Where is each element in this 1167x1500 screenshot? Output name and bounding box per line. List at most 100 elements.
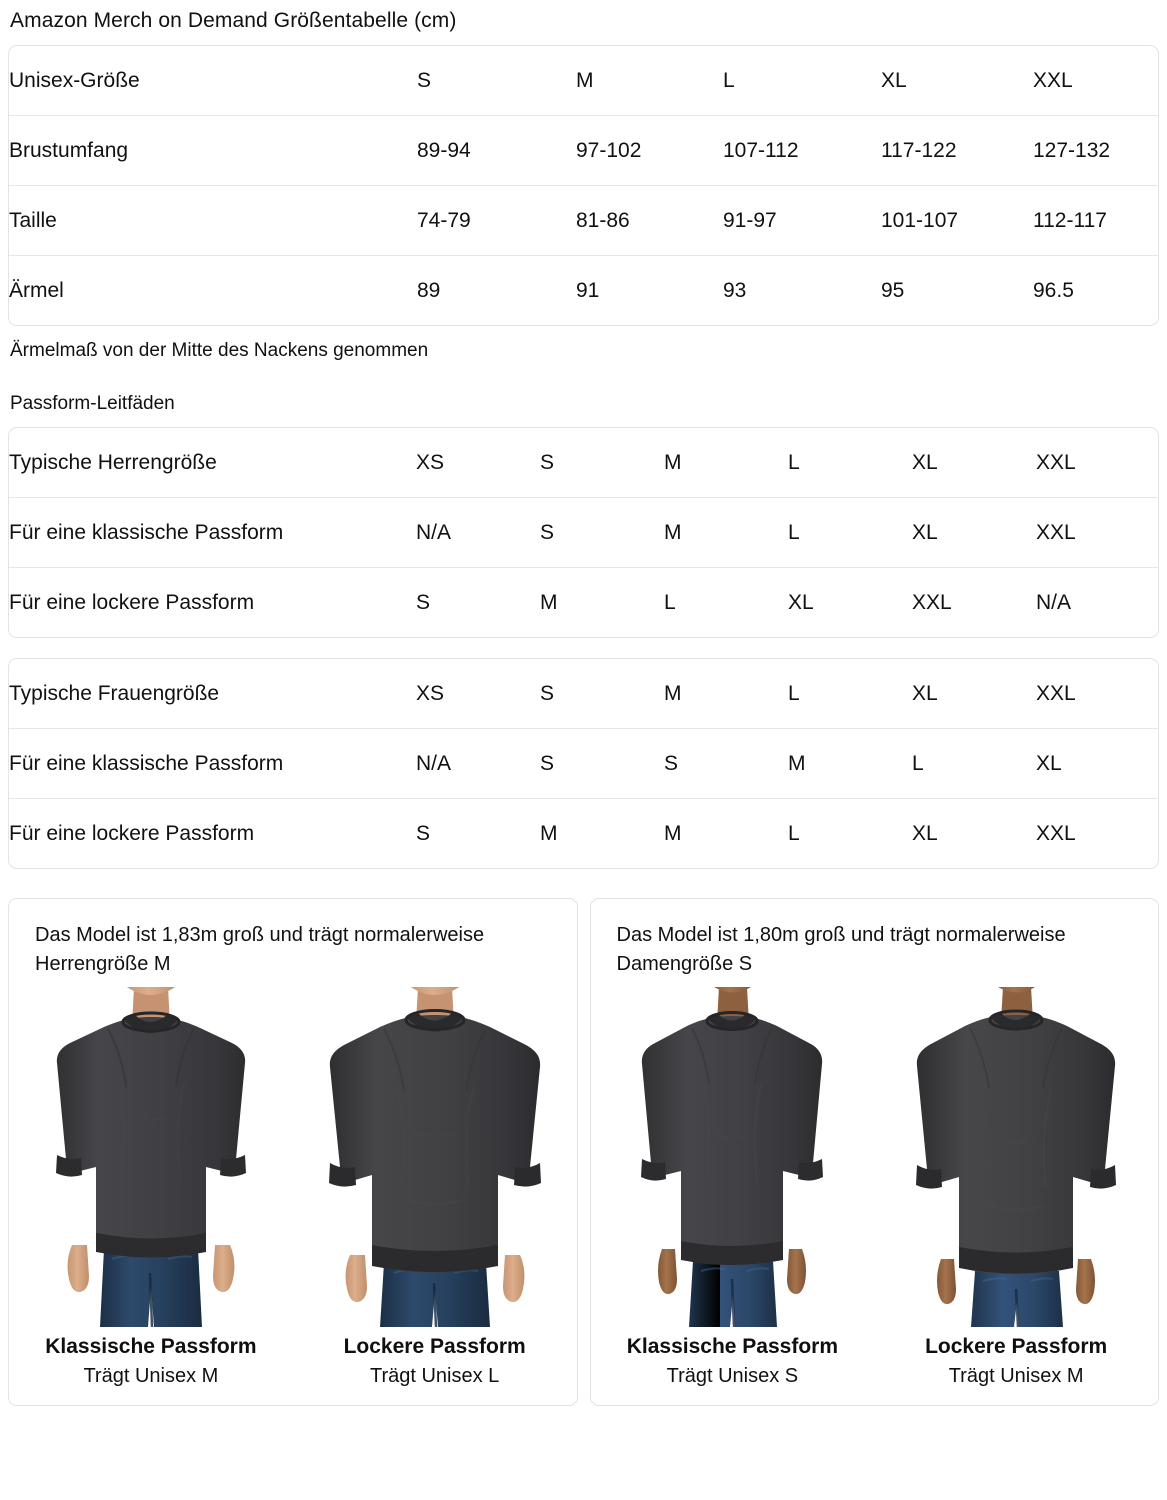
row-label: Für eine klassische Passform	[9, 728, 416, 799]
cell-value: L	[788, 681, 800, 705]
table-row: Für eine klassische Passform N/A S S M L…	[9, 728, 1158, 799]
cell-value: XS	[416, 681, 445, 705]
cell-value: L	[723, 68, 735, 92]
cell-value: XL	[788, 567, 912, 637]
row-label: Brustumfang	[9, 115, 417, 186]
table-row: Typische Herrengröße XS S M L XL XXL	[9, 428, 1158, 498]
caption-subtitle: Trägt Unisex M	[948, 1365, 1084, 1387]
cell-value: 91	[576, 255, 723, 325]
caption-subtitle: Trägt Unisex M	[83, 1365, 219, 1387]
cell-value: S	[540, 497, 664, 568]
male-classic-fit-photo	[9, 987, 293, 1327]
cell-value: XXL	[1033, 68, 1073, 92]
cell-value: M	[664, 798, 788, 868]
female-classic-fit-figure	[591, 987, 875, 1327]
cell-value: 127-132	[1033, 115, 1158, 186]
male-model-photos	[9, 987, 577, 1327]
table-row: Typische Frauengröße XS S M L XL XXL	[9, 659, 1158, 729]
table-row: Für eine klassische Passform N/A S M L X…	[9, 497, 1158, 568]
cell-value: M	[664, 497, 788, 568]
male-model-description: Das Model ist 1,83m groß und trägt norma…	[35, 924, 485, 975]
cell-value: M	[664, 450, 682, 474]
female-classic-fit-photo	[591, 987, 875, 1327]
mens-fit-table: Typische Herrengröße XS S M L XL XXL Für…	[9, 428, 1158, 637]
female-captions: Klassische Passform Trägt Unisex S Locke…	[591, 1333, 1159, 1391]
row-label: Taille	[9, 185, 417, 256]
male-relaxed-fit-figure	[293, 987, 577, 1327]
male-model-card: Das Model ist 1,83m groß und trägt norma…	[8, 898, 578, 1406]
cell-value: L	[788, 798, 912, 868]
female-model-card: Das Model ist 1,80m groß und trägt norma…	[589, 898, 1159, 1406]
cell-value: XL	[912, 497, 1036, 568]
cell-value: N/A	[416, 497, 540, 568]
cell-value: XXL	[1036, 497, 1158, 568]
cell-value: S	[664, 728, 788, 799]
cell-value: L	[788, 497, 912, 568]
sleeve-measurement-note: Ärmelmaß von der Mitte des Nackens genom…	[10, 340, 429, 361]
table-row: Unisex-Größe S M L XL XXL	[9, 46, 1158, 116]
cell-value: 97-102	[576, 115, 723, 186]
row-label: Typische Frauengröße	[9, 681, 220, 705]
cell-value: M	[788, 728, 912, 799]
male-relaxed-fit-photo	[293, 987, 577, 1327]
cell-value: 74-79	[417, 185, 576, 256]
table-spacer	[8, 638, 1159, 658]
row-label: Ärmel	[9, 255, 417, 325]
cell-value: 93	[723, 255, 881, 325]
cell-value: M	[664, 681, 682, 705]
cell-value: L	[912, 728, 1036, 799]
cell-value: L	[664, 567, 788, 637]
cell-value: XS	[416, 450, 445, 474]
cell-value: 117-122	[881, 115, 1033, 186]
caption-title: Klassische Passform	[626, 1335, 839, 1358]
cell-value: N/A	[416, 728, 540, 799]
row-label: Unisex-Größe	[9, 68, 140, 92]
table-row: Brustumfang 89-94 97-102 107-112 117-122…	[9, 115, 1158, 186]
cell-value: XXL	[912, 567, 1036, 637]
cell-value: XL	[912, 450, 938, 474]
mens-fit-table-card: Typische Herrengröße XS S M L XL XXL Für…	[8, 427, 1159, 638]
cell-value: XL	[881, 68, 907, 92]
caption-title: Lockere Passform	[343, 1335, 526, 1358]
model-cards-row: Das Model ist 1,83m groß und trägt norma…	[8, 898, 1159, 1406]
male-relaxed-fit-caption: Lockere Passform Trägt Unisex L	[293, 1333, 577, 1391]
cell-value: 89-94	[417, 115, 576, 186]
female-relaxed-fit-figure	[874, 987, 1158, 1327]
female-model-photos	[591, 987, 1159, 1327]
cell-value: 96.5	[1033, 255, 1158, 325]
cell-value: 89	[417, 255, 576, 325]
womens-fit-table-card: Typische Frauengröße XS S M L XL XXL Für…	[8, 658, 1159, 869]
cell-value: XL	[912, 681, 938, 705]
cell-value: 112-117	[1033, 185, 1158, 256]
cell-value: S	[416, 798, 540, 868]
cell-value: M	[540, 798, 664, 868]
female-classic-fit-illustration	[641, 987, 824, 1327]
caption-subtitle: Trägt Unisex L	[369, 1365, 500, 1387]
female-classic-fit-caption: Klassische Passform Trägt Unisex S	[591, 1333, 875, 1391]
table-row: Taille 74-79 81-86 91-97 101-107 112-117	[9, 185, 1158, 256]
cell-value: 95	[881, 255, 1033, 325]
cell-value: S	[416, 567, 540, 637]
womens-fit-table: Typische Frauengröße XS S M L XL XXL Für…	[9, 659, 1158, 868]
cell-value: L	[788, 450, 800, 474]
female-model-description: Das Model ist 1,80m groß und trägt norma…	[616, 924, 1066, 975]
cell-value: S	[540, 450, 555, 474]
male-classic-fit-caption: Klassische Passform Trägt Unisex M	[9, 1333, 293, 1391]
cell-value: 107-112	[723, 115, 881, 186]
female-relaxed-fit-photo	[874, 987, 1158, 1327]
cell-value: S	[540, 728, 664, 799]
page-title: Amazon Merch on Demand Größentabelle (cm…	[10, 9, 457, 32]
cell-value: XL	[1036, 728, 1158, 799]
cell-value: N/A	[1036, 567, 1158, 637]
male-relaxed-fit-illustration	[328, 987, 541, 1327]
cell-value: 91-97	[723, 185, 881, 256]
cell-value: XXL	[1036, 681, 1076, 705]
measurement-table-card: Unisex-Größe S M L XL XXL Brustumfang 89…	[8, 45, 1159, 326]
row-label: Für eine lockere Passform	[9, 567, 416, 637]
cell-value: 101-107	[881, 185, 1033, 256]
caption-title: Klassische Passform	[45, 1335, 257, 1358]
male-classic-fit-illustration	[55, 987, 246, 1327]
cell-value: XXL	[1036, 798, 1158, 868]
cell-value: M	[540, 567, 664, 637]
